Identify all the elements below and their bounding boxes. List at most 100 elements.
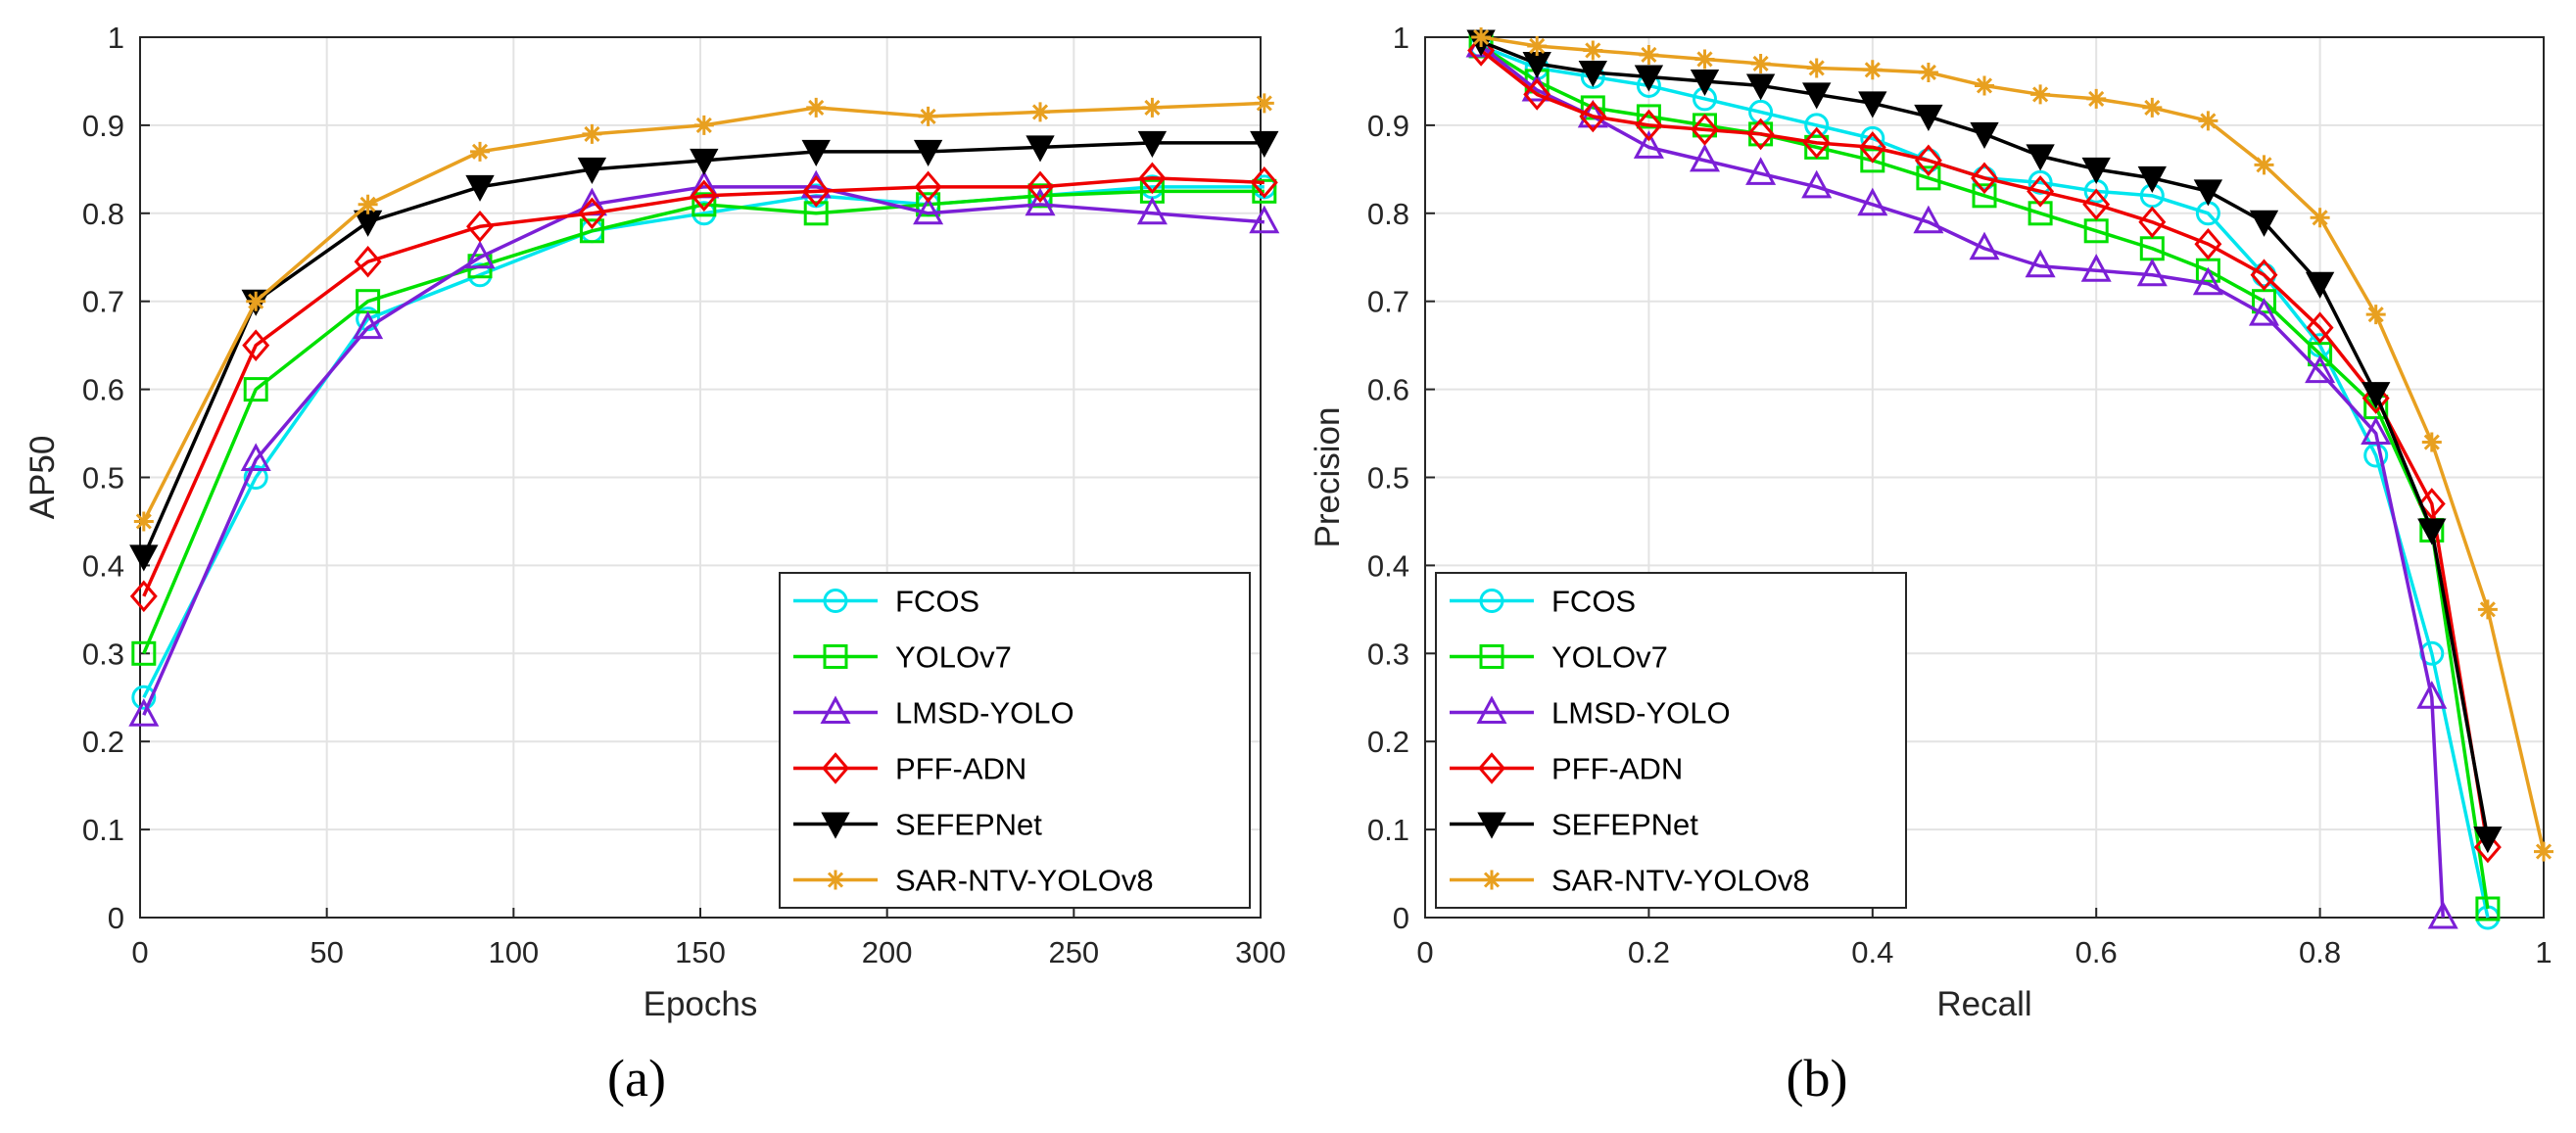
y-tick-label: 0.8 (1367, 197, 1409, 231)
data-point-sefepnet (1802, 82, 1832, 110)
data-point-pff-adn (2306, 311, 2334, 344)
data-point-sefepnet (1137, 130, 1168, 158)
data-point-yolov7 (916, 192, 941, 217)
data-point-lmsd-yolo (353, 310, 384, 340)
data-point-yolov7 (1027, 183, 1053, 209)
x-axis-label: Epochs (644, 985, 758, 1023)
y-tick-label: 0.6 (82, 373, 124, 407)
data-point-sar-ntv-yolov8 (1142, 97, 1163, 118)
data-point-lmsd-yolo (2427, 900, 2458, 929)
data-point-yolov7 (131, 640, 157, 666)
x-tick-label: 1 (2535, 935, 2552, 969)
data-point-sefepnet (1250, 130, 1279, 158)
data-point-sar-ntv-yolov8 (1806, 58, 1827, 78)
data-point-sefepnet (690, 148, 719, 175)
legend-entry-sar-ntv-yolov8: SAR-NTV-YOLOv8 (895, 864, 1154, 898)
data-point-lmsd-yolo (1136, 196, 1168, 225)
data-point-pff-adn (1914, 144, 1942, 177)
legend-marker-pff-adn (1478, 752, 1505, 784)
data-point-lmsd-yolo (1249, 205, 1280, 234)
data-point-pff-adn (354, 245, 382, 278)
series-line-yolov7 (142, 189, 1264, 654)
data-point-lmsd-yolo (1801, 169, 1833, 199)
data-point-sefepnet (2137, 165, 2167, 193)
data-point-lmsd-yolo (1913, 205, 1944, 234)
y-tick-label: 0.8 (82, 197, 124, 231)
data-point-yolov7 (1916, 165, 1941, 191)
data-point-sar-ntv-yolov8 (1583, 40, 1603, 61)
data-point-lmsd-yolo (2305, 354, 2336, 384)
x-tick-label: 100 (488, 935, 539, 969)
x-axis-label: Recall (1936, 985, 2031, 1023)
data-point-pff-adn (242, 329, 270, 361)
data-point-yolov7 (243, 377, 268, 402)
data-point-yolov7 (2475, 896, 2501, 921)
y-tick-label: 0 (108, 901, 124, 935)
data-point-lmsd-yolo (1633, 130, 1664, 159)
y-tick-label: 1 (108, 21, 124, 55)
data-point-sefepnet (1914, 104, 1943, 132)
data-point-yolov7 (579, 218, 604, 244)
data-point-yolov7 (1580, 95, 1605, 120)
legend-entry-lmsd-yolo: LMSD-YOLO (1551, 696, 1731, 731)
x-tick-label: 0 (1416, 935, 1433, 969)
data-point-sar-ntv-yolov8 (1030, 102, 1051, 122)
data-point-lmsd-yolo (1689, 143, 1721, 172)
data-point-sar-ntv-yolov8 (2534, 841, 2553, 862)
data-point-sefepnet (2417, 518, 2447, 545)
data-point-sefepnet (913, 139, 943, 166)
series-line-yolov7 (1480, 44, 2490, 910)
data-point-sar-ntv-yolov8 (1862, 60, 1883, 80)
legend-entry-fcos: FCOS (895, 585, 979, 619)
legend-entry-pff-adn: PFF-ADN (1551, 752, 1683, 786)
data-point-pff-adn (802, 175, 831, 208)
y-tick-label: 0.2 (1367, 725, 1409, 759)
y-tick-label: 0.4 (1367, 548, 1409, 583)
legend-entry-sar-ntv-yolov8: SAR-NTV-YOLOv8 (1551, 864, 1810, 898)
data-point-pff-adn (466, 210, 494, 243)
data-point-sefepnet (1634, 65, 1664, 92)
data-point-lmsd-yolo (2416, 681, 2448, 709)
y-tick-label: 0.7 (1367, 285, 1409, 319)
x-tick-label: 0.8 (2299, 935, 2341, 969)
data-point-sefepnet (1690, 69, 1720, 97)
data-point-pff-adn (690, 179, 718, 212)
data-point-sar-ntv-yolov8 (1918, 62, 1938, 82)
caption-b: (b) (1786, 1049, 1848, 1108)
data-point-sefepnet (1858, 91, 1887, 118)
data-point-sefepnet (801, 139, 831, 166)
data-point-lmsd-yolo (2025, 249, 2056, 278)
data-point-pff-adn (2473, 830, 2502, 864)
data-point-sefepnet (2026, 144, 2055, 171)
data-point-sar-ntv-yolov8 (2086, 88, 2107, 109)
x-tick-label: 0 (131, 935, 148, 969)
data-point-sefepnet (1745, 73, 1776, 101)
data-point-yolov7 (1860, 148, 1885, 173)
data-point-pff-adn (578, 197, 606, 230)
data-point-sar-ntv-yolov8 (470, 141, 491, 162)
x-tick-label: 300 (1235, 935, 1286, 969)
data-point-fcos (131, 685, 157, 710)
x-tick-label: 250 (1048, 935, 1099, 969)
legend-entry-yolov7: YOLOv7 (1551, 640, 1668, 675)
data-point-sar-ntv-yolov8 (1694, 49, 1715, 70)
data-point-sar-ntv-yolov8 (358, 194, 378, 214)
data-point-sar-ntv-yolov8 (1254, 93, 1274, 114)
data-point-sar-ntv-yolov8 (1975, 75, 1994, 96)
data-point-yolov7 (1636, 104, 1661, 129)
data-point-lmsd-yolo (1969, 231, 2000, 260)
data-point-pff-adn (1746, 118, 1775, 151)
data-point-sefepnet (1970, 121, 1999, 149)
data-point-sefepnet (1578, 60, 1607, 88)
data-point-pff-adn (129, 580, 158, 613)
data-point-lmsd-yolo (128, 698, 160, 727)
series-line-pff-adn (142, 176, 1264, 597)
data-point-sefepnet (2193, 179, 2223, 207)
data-point-pff-adn (2138, 206, 2167, 239)
data-point-yolov7 (803, 201, 829, 226)
legend-marker-sefepnet (821, 812, 850, 839)
chart-panel-a: 0 50 100 150 200 250 300 0 0.1 0.2 0.3 0.4 0.5 0.6 0.7… (24, 21, 1286, 1023)
data-point-sar-ntv-yolov8 (1639, 44, 1659, 65)
data-point-sar-ntv-yolov8 (1471, 27, 1492, 47)
